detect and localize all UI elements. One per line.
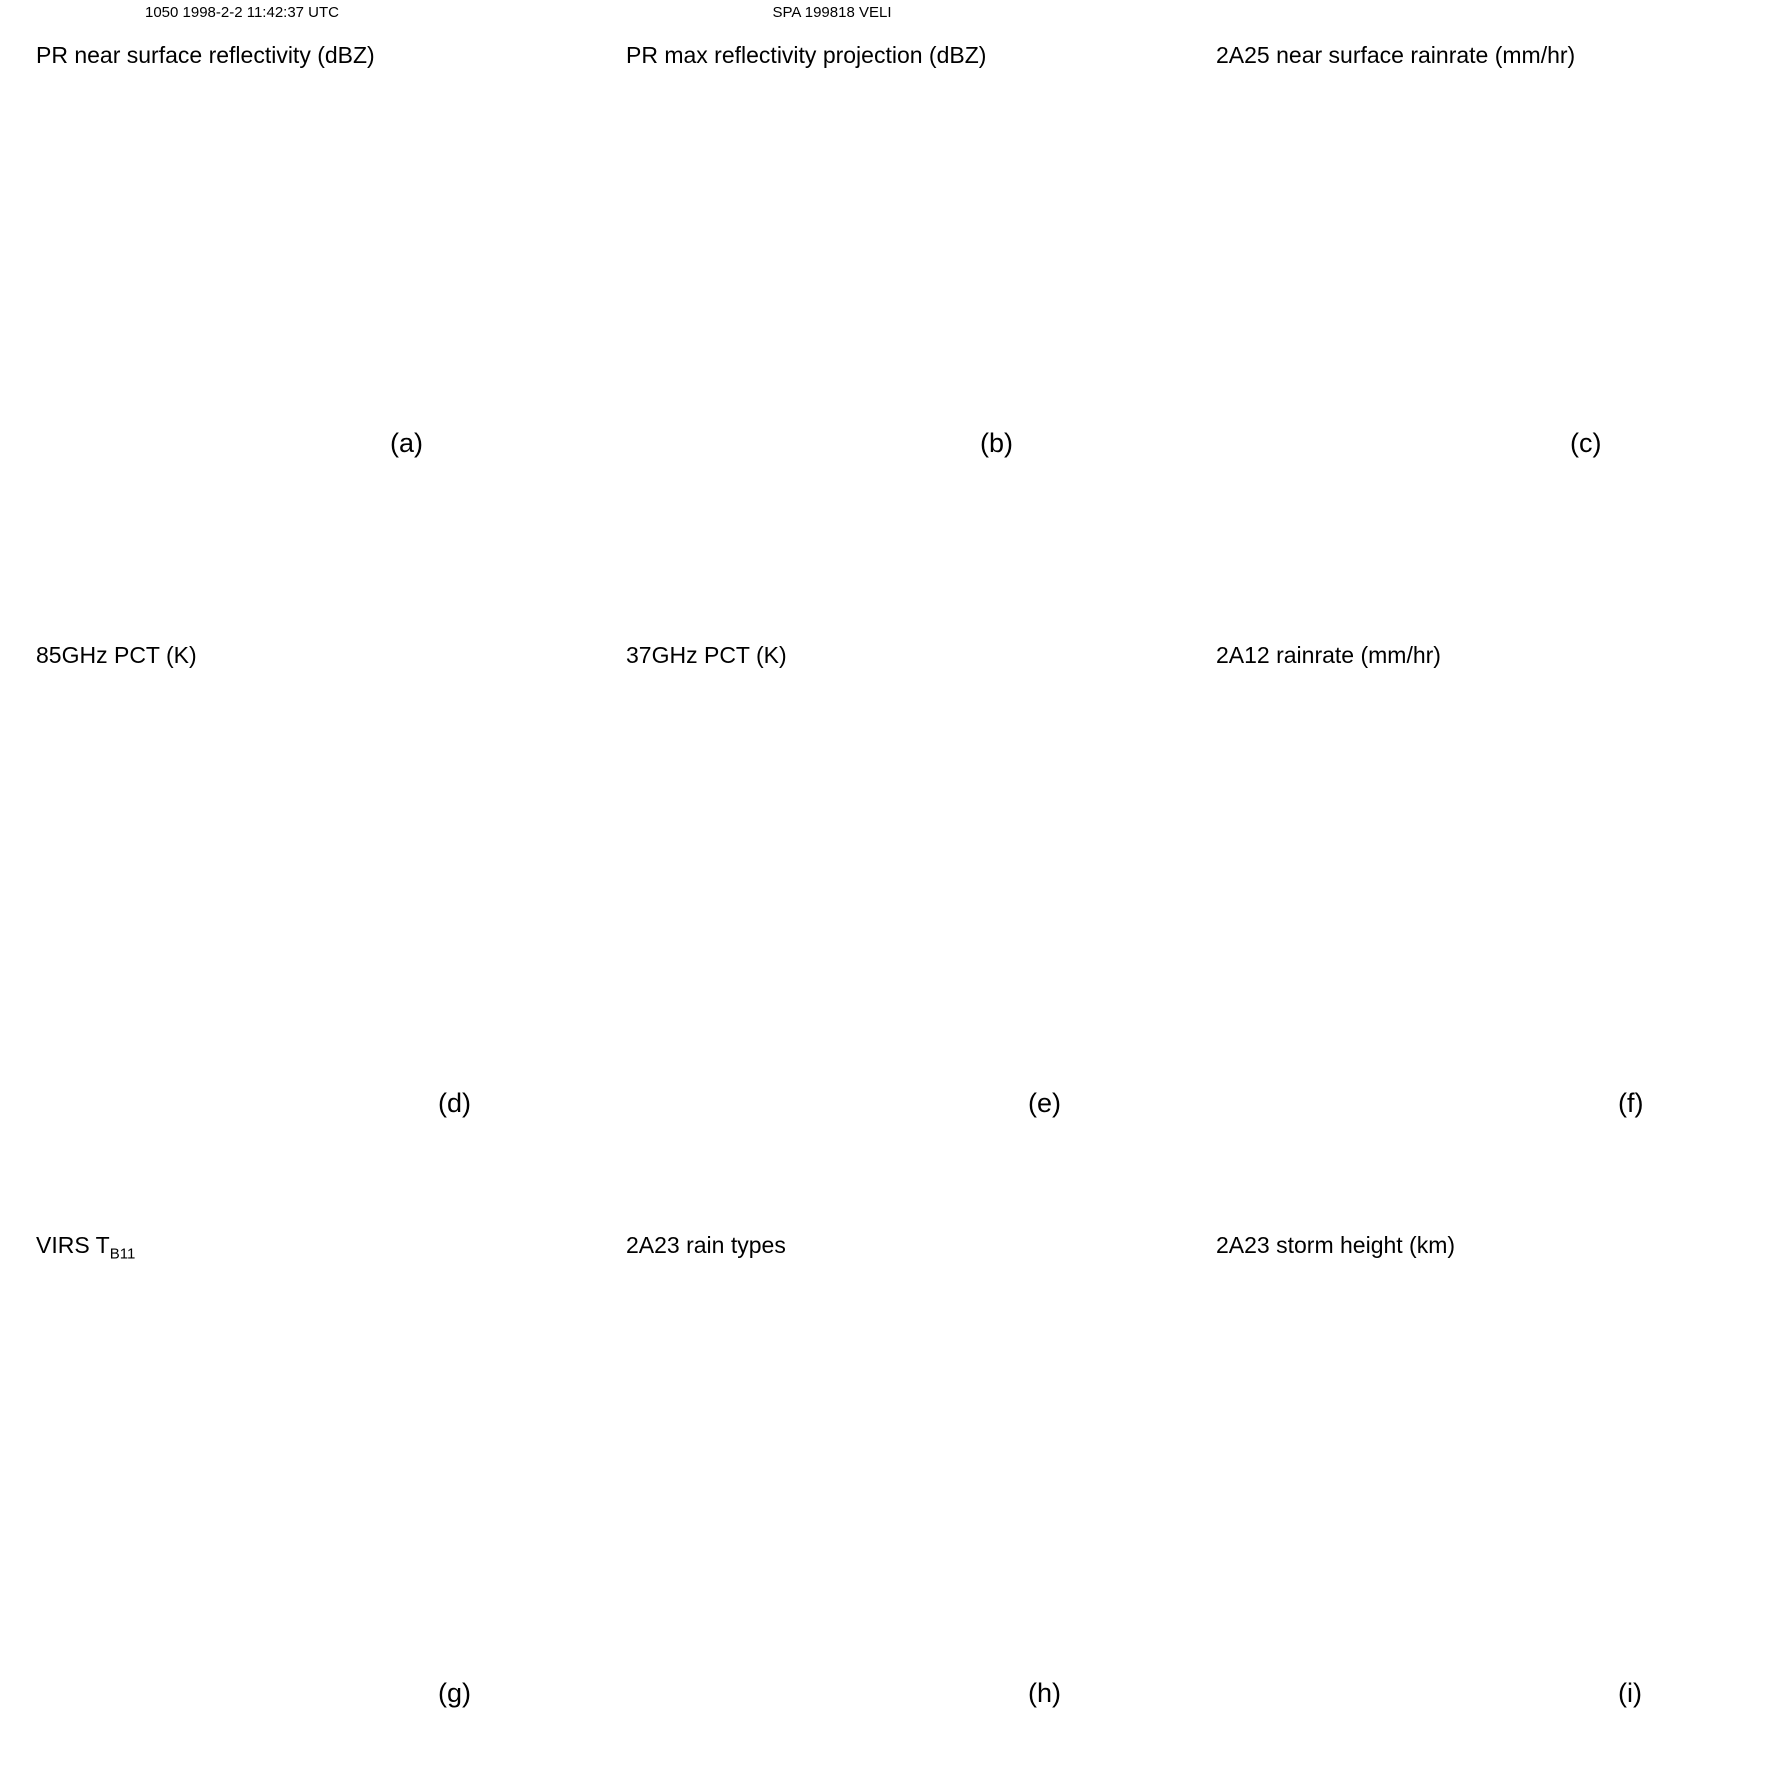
- panel-f: 2A12 rainrate (mm/hr) (f): [1182, 590, 1770, 1180]
- panel-c: 2A25 near surface rainrate (mm/hr) (c): [1182, 0, 1770, 590]
- panel-g: VIRS TB11 (g): [2, 1180, 590, 1770]
- panel-title-h: 2A23 rain types: [626, 1232, 786, 1263]
- map-f: [1186, 602, 1658, 1102]
- colorbar-d: [498, 607, 590, 1081]
- panel-title-sub: B11: [109, 1245, 136, 1263]
- panel-title-text: 2A25 near surface rainrate (mm/hr): [1216, 42, 1576, 68]
- map-g: [6, 1192, 478, 1692]
- colorbar-c: [1678, 8, 1770, 482]
- map-d: [6, 602, 478, 1102]
- panel-letter-i: (i): [1618, 1678, 1642, 1708]
- panel-title-g: VIRS TB11: [36, 1232, 135, 1263]
- panel-b: SPA 199818 VELI PR max reflectivity proj…: [592, 0, 1180, 590]
- colorbar-g: [498, 1197, 590, 1671]
- colorbar-h: [1088, 1197, 1180, 1671]
- panel-h: 2A23 rain types (h): [592, 1180, 1180, 1770]
- panel-letter-a: (a): [390, 428, 423, 458]
- map-i: [1186, 1192, 1658, 1692]
- colorbar-e: [1088, 607, 1180, 1081]
- panel-title-f: 2A12 rainrate (mm/hr): [1216, 642, 1441, 673]
- panel-title-d: 85GHz PCT (K): [36, 642, 197, 673]
- panel-letter-c: (c): [1570, 428, 1602, 458]
- panel-title-e: 37GHz PCT (K): [626, 642, 787, 673]
- panel-title-text: 37GHz PCT (K): [626, 642, 787, 668]
- panel-title-text: 85GHz PCT (K): [36, 642, 197, 668]
- panel-letter-b: (b): [980, 428, 1013, 458]
- panel-d: 85GHz PCT (K) (d): [2, 590, 590, 1180]
- panel-title-i: 2A23 storm height (km): [1216, 1232, 1455, 1263]
- panel-letter-e: (e): [1028, 1088, 1061, 1118]
- panel-title-text: 2A23 storm height (km): [1216, 1232, 1456, 1258]
- map-e: [596, 602, 1068, 1102]
- panel-title-a: PR near surface reflectivity (dBZ): [36, 42, 375, 73]
- colorbar-a: [498, 8, 590, 482]
- panel-i: 2A23 storm height (km) (i): [1182, 1180, 1770, 1770]
- colorbar-i: [1678, 1197, 1770, 1671]
- panel-title-text: 2A12 rainrate (mm/hr): [1216, 642, 1441, 668]
- panel-e: 37GHz PCT (K) (e): [592, 590, 1180, 1180]
- panel-letter-f: (f): [1618, 1088, 1644, 1118]
- panel-title-text: 2A23 rain types: [626, 1232, 786, 1258]
- panel-letter-h: (h): [1028, 1678, 1061, 1708]
- colorbar-f: [1678, 607, 1770, 1081]
- panel-title-text: PR max reflectivity projection (dBZ): [626, 42, 987, 68]
- panel-letter-g: (g): [438, 1678, 471, 1708]
- figure-header-center: SPA 199818 VELI: [772, 4, 892, 21]
- figure-header-left: 1050 1998-2-2 11:42:37 UTC: [144, 4, 340, 21]
- panel-title-b: PR max reflectivity projection (dBZ): [626, 42, 986, 73]
- map-h: [596, 1192, 1068, 1692]
- panel-a: 1050 1998-2-2 11:42:37 UTC PR near surfa…: [2, 0, 590, 590]
- panel-title-text: PR near surface reflectivity (dBZ): [36, 42, 375, 68]
- colorbar-b: [1088, 8, 1180, 482]
- panel-letter-d: (d): [438, 1088, 471, 1118]
- panel-title-text: VIRS T: [36, 1232, 110, 1258]
- panel-title-c: 2A25 near surface rainrate (mm/hr): [1216, 42, 1575, 73]
